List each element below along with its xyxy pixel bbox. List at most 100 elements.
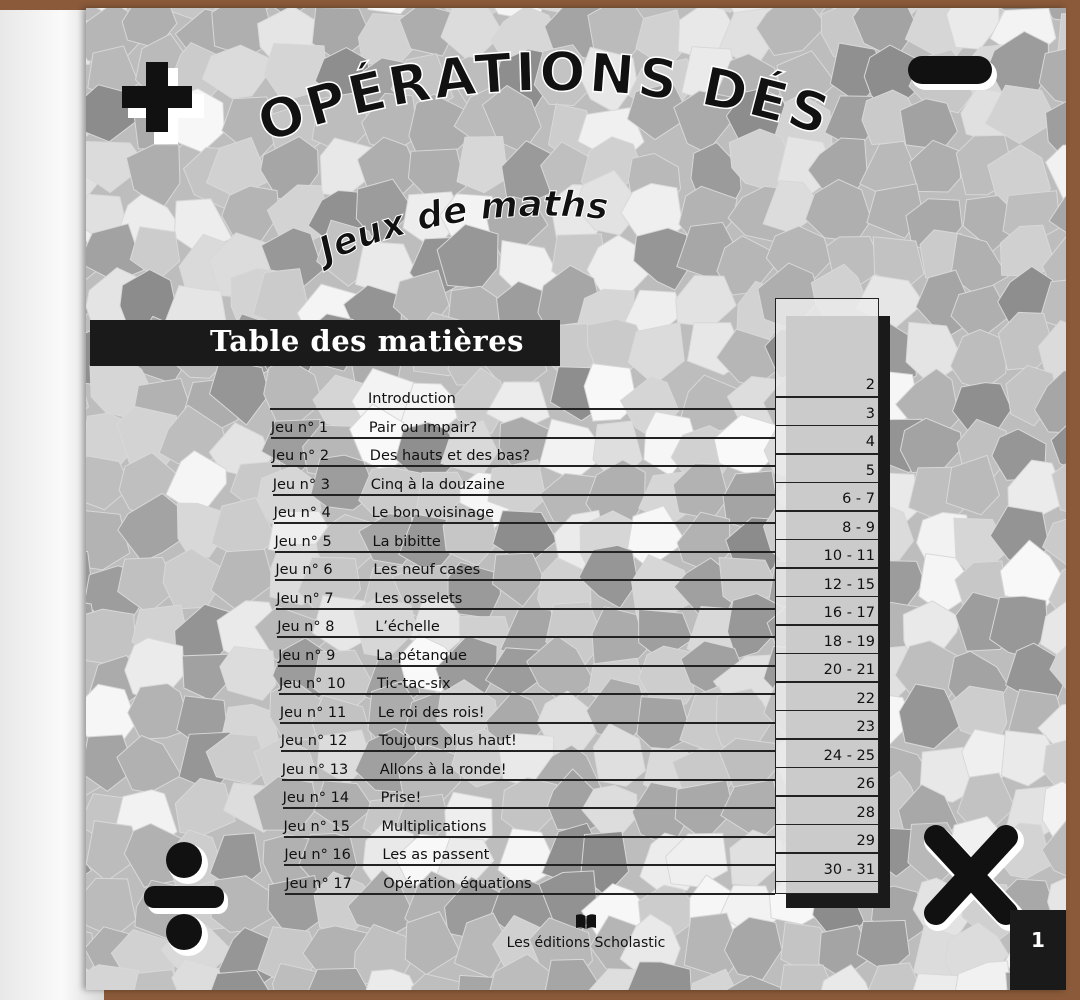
toc-game-title: Des hauts et des bas? (370, 448, 530, 464)
toc-rule (285, 893, 775, 895)
mosaic-tile (163, 549, 220, 609)
toc-entry: Jeu n° 6 Les neuf cases (275, 553, 775, 581)
toc-game-title: La pétanque (376, 648, 467, 664)
toc-page-range: 16 - 17 (785, 605, 875, 621)
toc-page-range: 8 - 9 (785, 520, 875, 536)
toc-page-range: 24 - 25 (785, 748, 875, 764)
toc-page-range: 18 - 19 (785, 634, 875, 650)
toc-page-range: 22 (785, 691, 875, 707)
toc-page-range: 2 (785, 377, 875, 393)
toc-game-title: Tic-tac-six (377, 676, 451, 692)
toc-entry: Jeu n° 2 Des hauts et des bas? (272, 439, 775, 467)
page-column-rule (776, 425, 878, 427)
toc-game-number: Jeu n° 1 (271, 420, 328, 436)
toc-game-title: Pair ou impair? (369, 420, 477, 436)
toc-game-title: L’échelle (375, 619, 440, 635)
mosaic-tile (117, 736, 181, 793)
toc-entry: Jeu n° 4 Le bon voisinage (274, 496, 775, 524)
page-column-rule (776, 453, 878, 455)
page-column-rule (776, 852, 878, 854)
page-number: 1 (1031, 928, 1045, 952)
divide-icon (142, 840, 232, 960)
page-column-rule (776, 795, 878, 797)
page-column-rule (776, 881, 878, 883)
page-column-rule (776, 482, 878, 484)
toc-game-title: Les neuf cases (373, 562, 480, 578)
page-column-rule (776, 510, 878, 512)
toc-entry: Jeu n° 16 Les as passent (284, 838, 775, 866)
page-column-rule (776, 681, 878, 683)
toc-game-number: Jeu n° 16 (284, 847, 351, 863)
toc-heading: Table des matières (210, 324, 524, 358)
book-subtitle: Jeux de maths (307, 184, 610, 274)
mosaic-tile (86, 511, 130, 570)
toc-entry: Introduction (270, 382, 775, 410)
toc-entry: Jeu n° 8 L’échelle (277, 610, 775, 638)
toc-entry: Jeu n° 7 Les osselets (276, 582, 775, 610)
toc-game-number: Jeu n° 9 (278, 648, 335, 664)
toc-page-range: 10 - 11 (785, 548, 875, 564)
toc-game-number: Jeu n° 15 (284, 819, 351, 835)
toc-page-range: 23 (785, 719, 875, 735)
book-icon (575, 913, 597, 929)
toc-game-title: Toujours plus haut! (379, 733, 517, 749)
page-number-badge: 1 (1010, 910, 1066, 990)
mosaic-tile (628, 323, 684, 385)
toc-game-number: Jeu n° 12 (281, 733, 348, 749)
publisher-name: Les éditions Scholastic (507, 935, 666, 951)
toc-page-range: 29 (785, 833, 875, 849)
toc-game-number: Jeu n° 8 (277, 619, 334, 635)
toc-page-range: 5 (785, 463, 875, 479)
minus-icon (904, 50, 1004, 100)
multiply-icon (924, 823, 1024, 933)
toc-game-number: Jeu n° 13 (282, 762, 349, 778)
book-title: OPÉRATIONS DÉS (250, 48, 840, 155)
page-column-rule (776, 596, 878, 598)
toc-game-number: Jeu n° 14 (283, 790, 350, 806)
toc-game-title: Multiplications (382, 819, 487, 835)
page-column-rule (776, 738, 878, 740)
page-column-rule (776, 710, 878, 712)
toc-game-number: Jeu n° 17 (285, 876, 352, 892)
toc-game-number: Jeu n° 4 (274, 505, 331, 521)
toc-heading-bar: Table des matières (90, 320, 560, 366)
toc-game-title: Les as passent (382, 847, 489, 863)
mosaic-tile (951, 330, 1007, 390)
page-column-rule (776, 653, 878, 655)
page-column-rule (776, 767, 878, 769)
publisher-logo: Les éditions Scholastic (466, 913, 706, 951)
toc-game-number: Jeu n° 5 (275, 534, 332, 550)
book-page: OPÉRATIONS DÉS Jeux de maths Table des m… (86, 8, 1066, 990)
mosaic-tile (946, 8, 999, 49)
page-column-rule (776, 824, 878, 826)
toc-entry: Jeu n° 14 Prise! (283, 781, 775, 809)
toc-page-range: 30 - 31 (785, 862, 875, 878)
page-column-rule (776, 539, 878, 541)
book-subtitle-text: Jeux de maths (307, 184, 610, 274)
toc-game-title: Le roi des rois! (378, 705, 485, 721)
mosaic-tile (411, 974, 463, 990)
toc-game-title: Prise! (381, 790, 422, 806)
toc-game-title: Allons à la ronde! (380, 762, 507, 778)
toc-game-title: Le bon voisinage (372, 505, 495, 521)
toc-game-title: Opération équations (383, 876, 531, 892)
plus-icon (116, 56, 206, 146)
toc-game-number: Jeu n° 7 (276, 591, 333, 607)
toc-game-number: Jeu n° 6 (275, 562, 332, 578)
toc-game-number: Jeu n° 2 (272, 448, 329, 464)
toc-game-number: Jeu n° 3 (273, 477, 330, 493)
book-title-text: OPÉRATIONS DÉS (250, 48, 840, 155)
toc-entry: Jeu n° 1 Pair ou impair? (271, 411, 775, 439)
toc-entry: Jeu n° 9 La pétanque (278, 639, 775, 667)
toc-game-title: Introduction (368, 391, 456, 407)
toc-game-title: Les osselets (374, 591, 462, 607)
toc-page-range: 3 (785, 406, 875, 422)
page-column-rule (776, 567, 878, 569)
toc-page-range: 4 (785, 434, 875, 450)
toc-entry: Jeu n° 12 Toujours plus haut! (281, 724, 775, 752)
